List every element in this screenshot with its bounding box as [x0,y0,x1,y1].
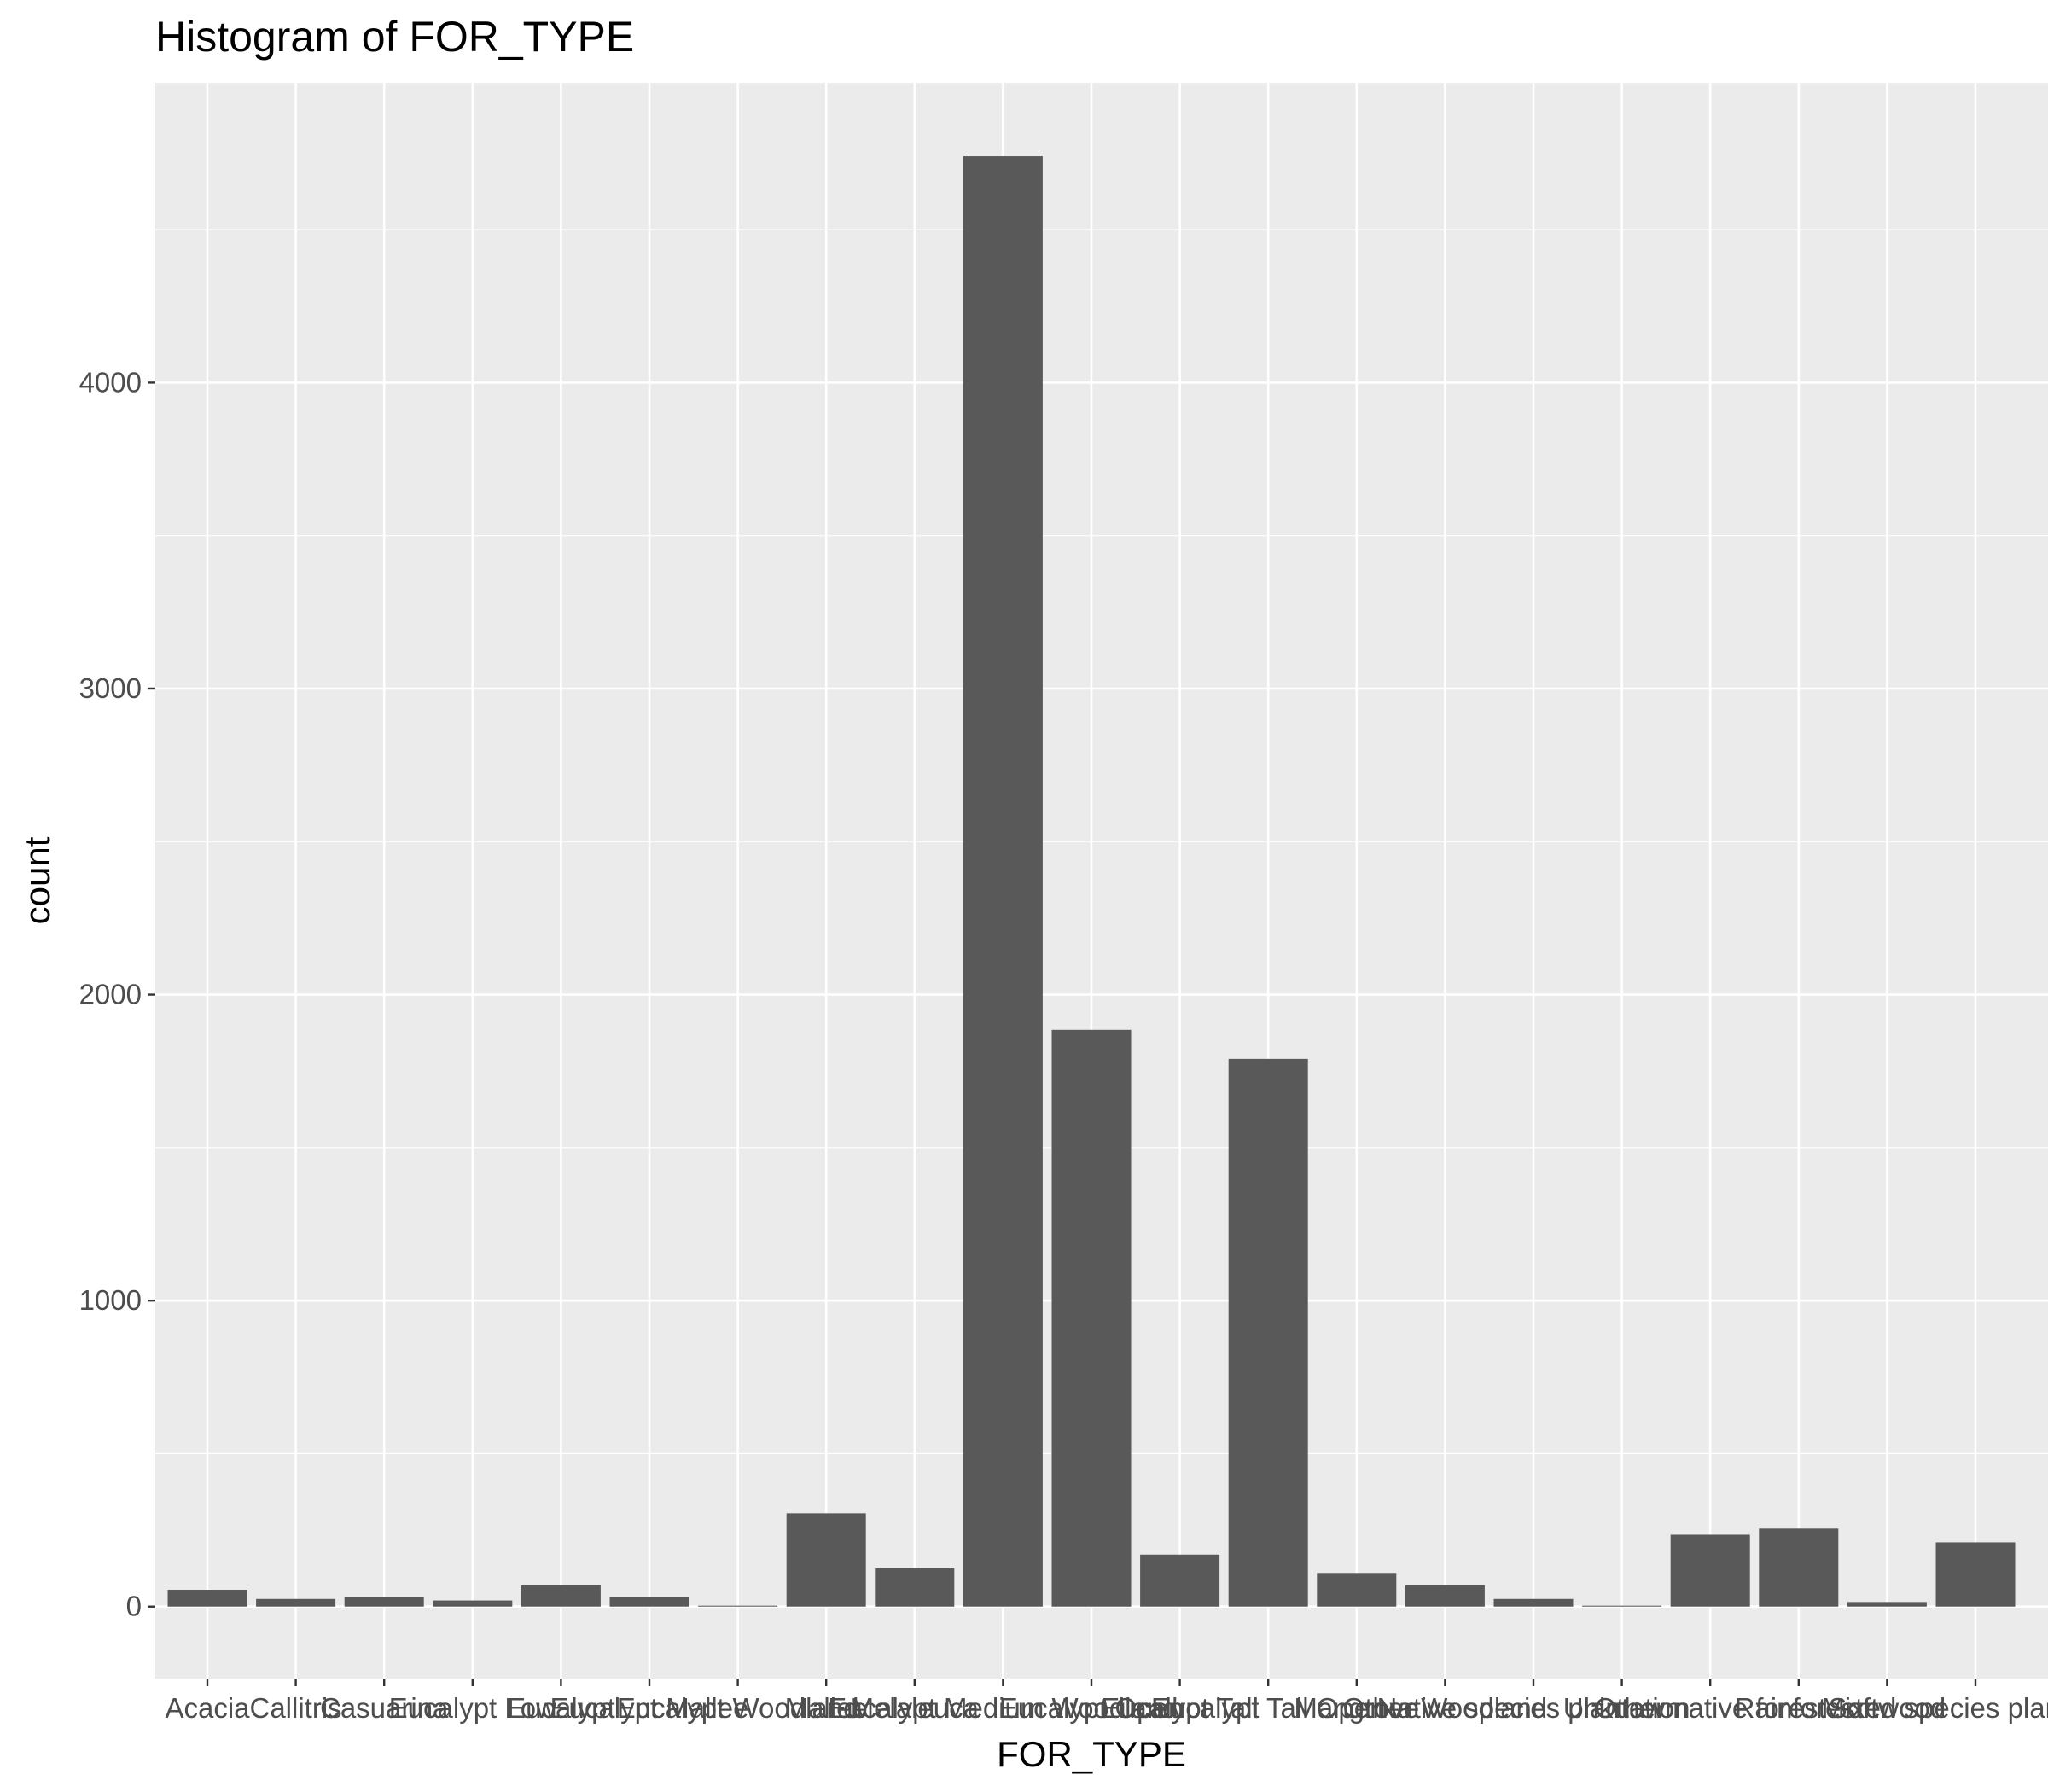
x-tick-label: Eucalypt Low [389,1692,556,1724]
bar-other-native-forest [1670,1534,1750,1607]
y-tick-label: 0 [126,1591,142,1622]
bar-eucalypt-open [1051,1029,1132,1607]
x-tick-label: Callitris [250,1692,342,1724]
y-tick-label: 4000 [79,366,142,398]
y-axis-title: count [17,836,57,924]
bar-softwood [1847,1602,1927,1607]
bar-mixed-species-plantation [1935,1542,2016,1607]
bar-native-species-plantation [1493,1598,1574,1607]
bar-eucalypt-tall-open [1228,1058,1308,1607]
bar-eucalypt-tall [1140,1554,1220,1607]
bar-other-woodland [1405,1585,1485,1607]
bar-acacia [167,1590,247,1607]
x-tick-label: Rainforest [1735,1692,1863,1724]
bar-melaleuca [875,1568,955,1607]
y-tick-label: 1000 [79,1284,142,1316]
y-tick-label: 2000 [79,979,142,1010]
x-tick-label: Eucalypt [507,1692,615,1724]
bar-eucalypt-woodland [698,1605,778,1607]
x-tick-label: Eucalypt Medium Woodland [828,1692,1178,1724]
bar-casuarina [344,1597,424,1607]
bar-mangrove [1317,1573,1397,1607]
x-tick-label: Eucalypt Open [999,1692,1184,1724]
x-tick-label: Eucalypt Tall [1101,1692,1259,1724]
x-tick-label: Eucalypt Woodland [617,1692,859,1724]
x-axis-title: FOR_TYPE [997,1734,1186,1774]
x-tick-label: Mixed species plantation [1821,1692,2048,1724]
x-tick-label: Unknown [1563,1692,1681,1724]
x-tick-label: Eucalypt Mallee [550,1692,749,1724]
x-tick-label: Native species plantation [1377,1692,1690,1724]
x-tick-label: Softwood [1829,1692,1946,1724]
bar-unknown [1582,1605,1662,1607]
bar-rainforest [1759,1528,1839,1607]
bar-eucalypt-low [433,1600,513,1607]
x-tick-label: Eucalypt Tall Open [1151,1692,1386,1724]
x-tick-label: Other Woodland [1343,1692,1548,1724]
bars [167,156,2016,1607]
bar-eucalypt [521,1585,601,1607]
x-tick-label: Acacia [165,1692,250,1724]
x-tick-label: Mallee [785,1692,868,1724]
bar-eucalypt-mallee [609,1597,689,1607]
x-tick-label: Casuarina [320,1692,449,1724]
x-tick-label: Other native forest [1594,1692,1825,1724]
y-tick-label: 3000 [79,672,142,704]
x-tick-label: Melaleuca [851,1692,980,1724]
bar-eucalypt-medium-woodland [963,156,1043,1607]
bar-callitris [256,1598,336,1607]
chart-title: Histogram of FOR_TYPE [155,13,634,61]
bar-mallee [786,1513,866,1607]
x-tick-label: Mangrove [1294,1692,1419,1724]
y-axis: 0 1000 2000 3000 4000 [79,366,155,1622]
